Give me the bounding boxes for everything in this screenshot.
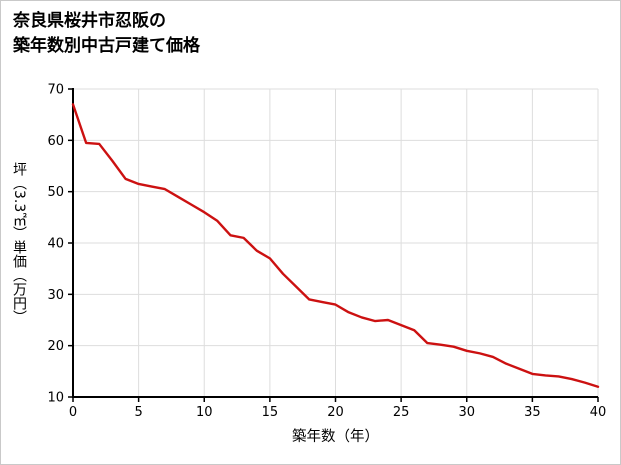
- y-tick-label: 20: [47, 339, 64, 354]
- x-tick-label: 0: [69, 405, 77, 420]
- x-axis-label: 築年数（年）: [292, 429, 379, 445]
- chart-title-line1: 奈良県桜井市忍阪の: [13, 11, 166, 31]
- y-tick-label: 70: [47, 83, 64, 98]
- x-tick-label: 30: [458, 405, 475, 420]
- y-tick-label: 60: [47, 134, 64, 149]
- y-axis-label: 坪（3.3㎡）単価（万円）: [11, 161, 27, 325]
- x-tick-label: 20: [327, 405, 344, 420]
- x-tick-label: 5: [134, 405, 142, 420]
- x-tick-label: 25: [393, 405, 410, 420]
- x-tick-label: 15: [262, 405, 279, 420]
- y-tick-label: 10: [47, 391, 64, 406]
- y-tick-label: 30: [47, 288, 64, 303]
- price-series-line: [71, 103, 600, 388]
- chart-title-line2: 築年数別中古戸建て価格: [13, 35, 200, 56]
- x-tick-label: 35: [524, 405, 541, 420]
- y-tick-label: 40: [47, 237, 64, 252]
- chart-title: 奈良県桜井市忍阪の 築年数別中古戸建て価格: [13, 9, 200, 58]
- x-tick-label: 10: [196, 405, 213, 420]
- x-tick-label: 40: [590, 405, 607, 420]
- y-tick-label: 50: [47, 185, 64, 200]
